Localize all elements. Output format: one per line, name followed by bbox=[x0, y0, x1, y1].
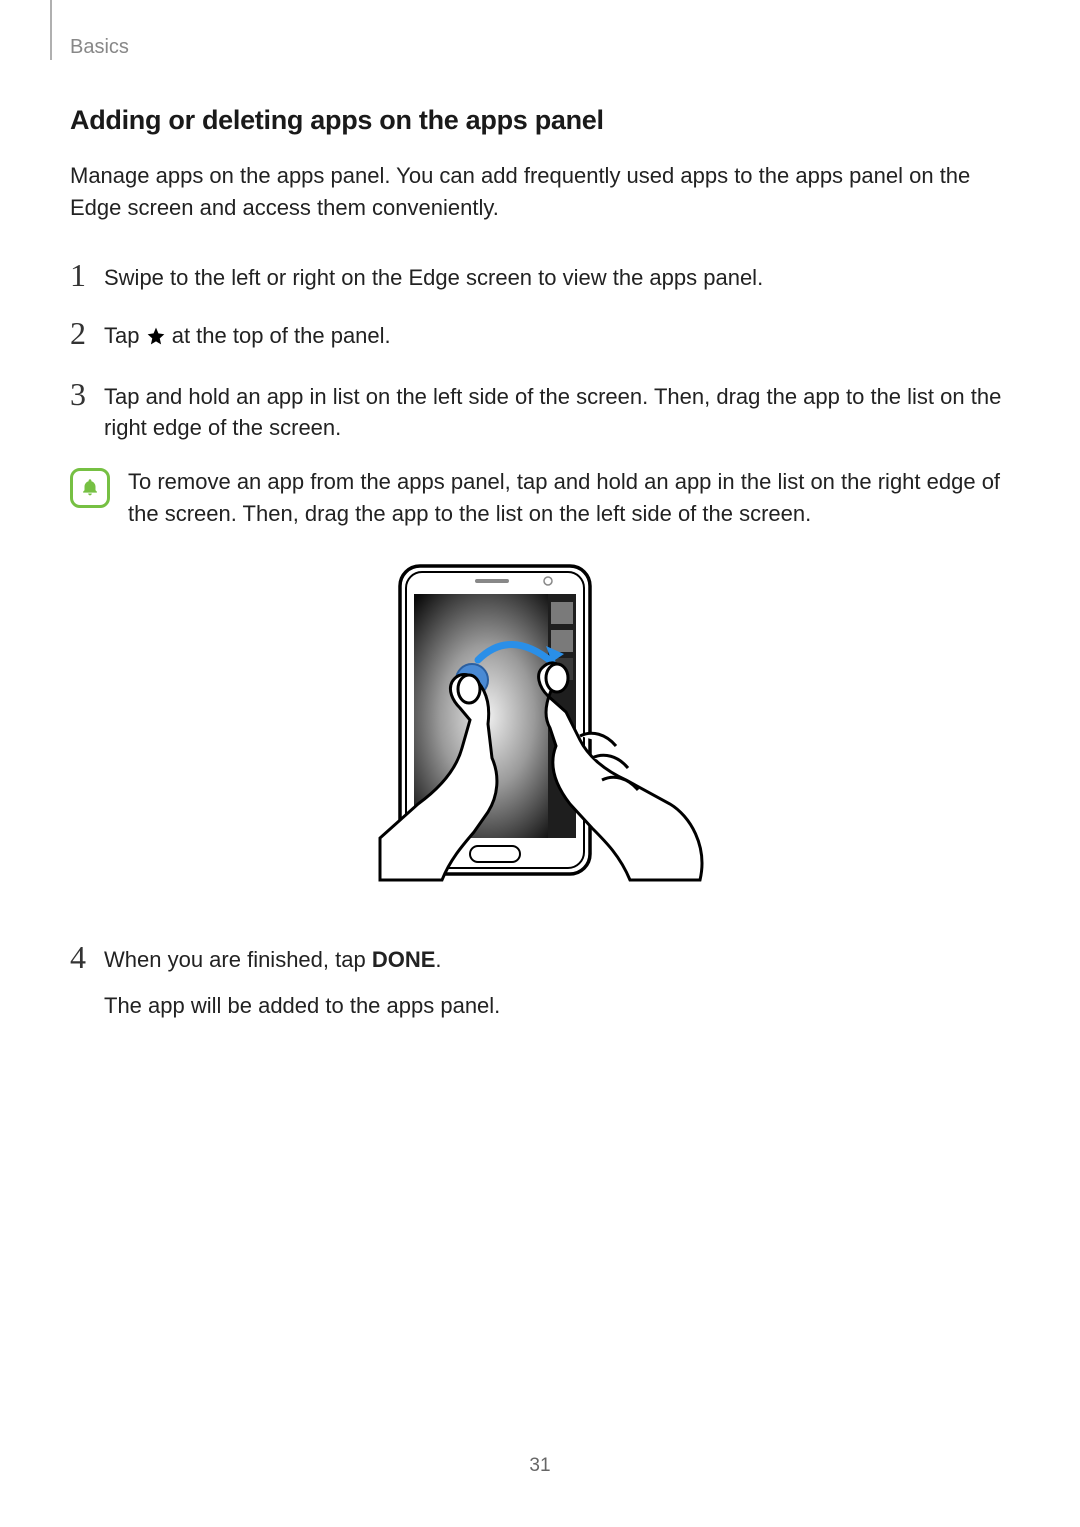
intro-paragraph: Manage apps on the apps panel. You can a… bbox=[70, 160, 1010, 224]
note-icon bbox=[70, 468, 110, 508]
step-number: 2 bbox=[70, 316, 104, 351]
step-text-before: Tap bbox=[104, 323, 146, 348]
page-number: 31 bbox=[0, 1455, 1080, 1477]
page-content: Adding or deleting apps on the apps pane… bbox=[70, 105, 1010, 1044]
done-label: DONE bbox=[372, 947, 436, 972]
step-text: Tap and hold an app in list on the left … bbox=[104, 377, 1010, 445]
illustration bbox=[70, 560, 1010, 890]
step-text-after: at the top of the panel. bbox=[166, 323, 391, 348]
step-text-after: . bbox=[435, 947, 441, 972]
step-text: Tap at the top of the panel. bbox=[104, 316, 391, 355]
step-number: 1 bbox=[70, 258, 104, 293]
step-number: 4 bbox=[70, 940, 104, 975]
step-3: 3 Tap and hold an app in list on the lef… bbox=[70, 377, 1010, 445]
phone-drag-illustration bbox=[370, 560, 710, 890]
header-rule bbox=[50, 0, 52, 60]
step-text: Swipe to the left or right on the Edge s… bbox=[104, 258, 763, 294]
page-heading: Adding or deleting apps on the apps pane… bbox=[70, 105, 1010, 136]
star-icon bbox=[146, 323, 166, 355]
header-section-label: Basics bbox=[70, 36, 129, 59]
note-callout: To remove an app from the apps panel, ta… bbox=[70, 466, 1010, 530]
step-2: 2 Tap at the top of the panel. bbox=[70, 316, 1010, 355]
bell-icon bbox=[79, 477, 101, 499]
note-text: To remove an app from the apps panel, ta… bbox=[128, 466, 1010, 530]
step-number: 3 bbox=[70, 377, 104, 412]
step-1: 1 Swipe to the left or right on the Edge… bbox=[70, 258, 1010, 294]
step-4: 4 When you are finished, tap DONE. The a… bbox=[70, 940, 1010, 1022]
step-extra-text: The app will be added to the apps panel. bbox=[104, 990, 500, 1022]
step-text-before: When you are finished, tap bbox=[104, 947, 372, 972]
step-text: When you are finished, tap DONE. The app… bbox=[104, 940, 500, 1022]
